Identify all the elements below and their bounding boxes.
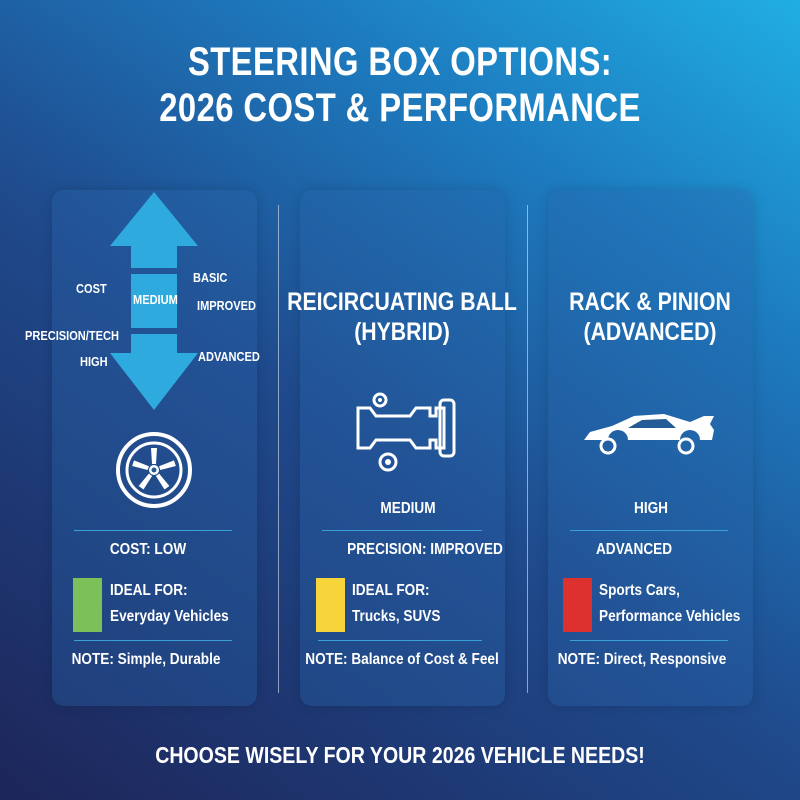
- panel3-title-line-1: RACK & PINION: [569, 288, 731, 316]
- separator: [570, 530, 728, 531]
- red-swatch: [563, 578, 592, 632]
- panel2-note: NOTE: Balance of Cost & Feel: [305, 651, 499, 668]
- scale-precision-label: PRECISION/TECH: [25, 328, 119, 343]
- panel2-ideal-value: Trucks, SUVS: [352, 608, 441, 625]
- footer-tagline: CHOOSE WISELY FOR YOUR 2026 VEHICLE NEED…: [155, 742, 645, 768]
- green-swatch: [73, 578, 102, 632]
- panel3-ideal-line-1: Sports Cars,: [599, 582, 680, 599]
- separator: [74, 640, 232, 641]
- panel3-cost: HIGH: [634, 500, 668, 517]
- double-arrow-icon: [110, 192, 198, 410]
- panel3-ideal-line-2: Performance Vehicles: [599, 608, 741, 625]
- panel3-precision: ADVANCED: [595, 541, 673, 558]
- divider: [527, 205, 528, 693]
- scale-cost-label: COST: [76, 281, 107, 296]
- yellow-swatch: [316, 578, 345, 632]
- title-line-2: 2026 COST & PERFORMANCE: [159, 86, 641, 130]
- separator: [318, 640, 482, 641]
- panel2-title-line-1: REICIRCUATING BALL: [287, 288, 517, 316]
- panel1-note: NOTE: Simple, Durable: [71, 651, 221, 668]
- scale-medium-label: MEDIUM: [133, 292, 178, 307]
- title-line-1: STEERING BOX OPTIONS:: [187, 40, 613, 84]
- separator: [570, 640, 728, 641]
- steering-box-gears-icon: [356, 392, 456, 472]
- panel2-cost: MEDIUM: [380, 500, 436, 517]
- panel1-ideal-label: IDEAL FOR:: [110, 582, 188, 599]
- panel3-title-line-2: (ADVANCED): [583, 318, 717, 346]
- panel2-precision: PRECISION: IMPROVED: [347, 541, 503, 558]
- panel1-ideal-value: Everyday Vehicles: [110, 608, 229, 625]
- scale-basic-label: BASIC: [193, 270, 228, 285]
- panel3-note: NOTE: Direct, Responsive: [557, 651, 727, 668]
- scale-advanced-label: ADVANCED: [198, 349, 260, 364]
- sports-car-icon: [584, 414, 714, 455]
- panel1-cost: COST: LOW: [109, 541, 187, 558]
- panel2-title-line-2: (HYBRID): [354, 318, 450, 346]
- separator: [74, 530, 232, 531]
- scale-improved-label: IMPROVED: [197, 298, 256, 313]
- divider: [278, 205, 279, 693]
- separator: [322, 530, 482, 531]
- scale-high-label: HIGH: [80, 354, 108, 369]
- panel2-ideal-label: IDEAL FOR:: [352, 582, 430, 599]
- tire-icon: [116, 432, 192, 508]
